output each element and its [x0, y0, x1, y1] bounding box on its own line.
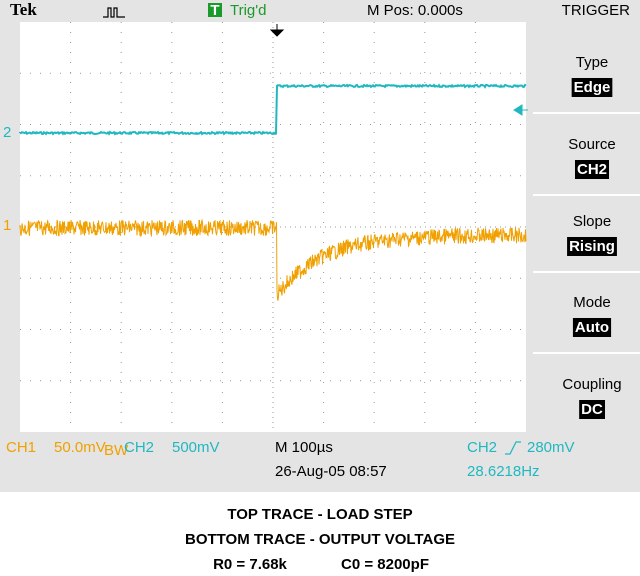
menu-label: Coupling [562, 376, 621, 393]
caption-param: R0 = 7.68k [213, 556, 287, 573]
traces [19, 83, 527, 301]
trigger-pos-marker [269, 24, 285, 37]
menu-value-box [579, 400, 605, 419]
trig-level: 280mV [527, 439, 575, 456]
ch2-label: CH2 [124, 439, 154, 456]
ch2-scale: 500mV [172, 439, 220, 456]
menu-label: Mode [573, 294, 611, 311]
trig-icon: T [210, 2, 219, 19]
menu-value: Auto [575, 319, 609, 336]
menu-title: TRIGGER [562, 2, 631, 19]
menu-value: CH2 [577, 161, 607, 178]
menu-label: Slope [573, 213, 611, 230]
trig-source: CH2 [467, 439, 497, 456]
caption-line: TOP TRACE - LOAD STEP [227, 506, 412, 523]
ch1-scale: 50.0mV [54, 439, 106, 456]
ch2-trace [19, 83, 527, 136]
m-pos: M Pos: 0.000s [367, 2, 463, 19]
date: 26-Aug-05 08:57 [275, 463, 387, 480]
bw-flag: BW [104, 442, 129, 459]
timebase: M 100µs [275, 439, 333, 456]
caption-line: BOTTOM TRACE - OUTPUT VOLTAGE [185, 531, 455, 548]
frequency: 28.6218Hz [467, 463, 540, 480]
caption-param: C0 = 8200pF [341, 556, 429, 573]
slope-icon [505, 441, 521, 455]
menu-value-box [572, 318, 612, 337]
menu-label: Type [576, 54, 609, 71]
menu: Type Edge Source CH2 Slope Rising Mode Auto Coup… [533, 54, 640, 419]
trig-icon-box [208, 3, 222, 17]
menu-value-box [571, 78, 613, 97]
brand: Tek [10, 0, 37, 19]
ch1-marker: 1 [3, 217, 11, 234]
menu-label: Source [568, 136, 616, 153]
menu-value: DC [581, 401, 603, 418]
menu-value-box [574, 160, 610, 179]
trigger-level-marker [513, 104, 528, 116]
menu-value: Edge [574, 79, 611, 96]
acq-icon [103, 7, 125, 18]
menu-value: Rising [569, 238, 615, 255]
ch1-trace [19, 218, 527, 301]
ch1-label: CH1 [6, 439, 36, 456]
trig-status: Trig'd [230, 2, 266, 19]
menu-value-box [567, 237, 617, 256]
ch2-marker: 2 [3, 124, 11, 141]
